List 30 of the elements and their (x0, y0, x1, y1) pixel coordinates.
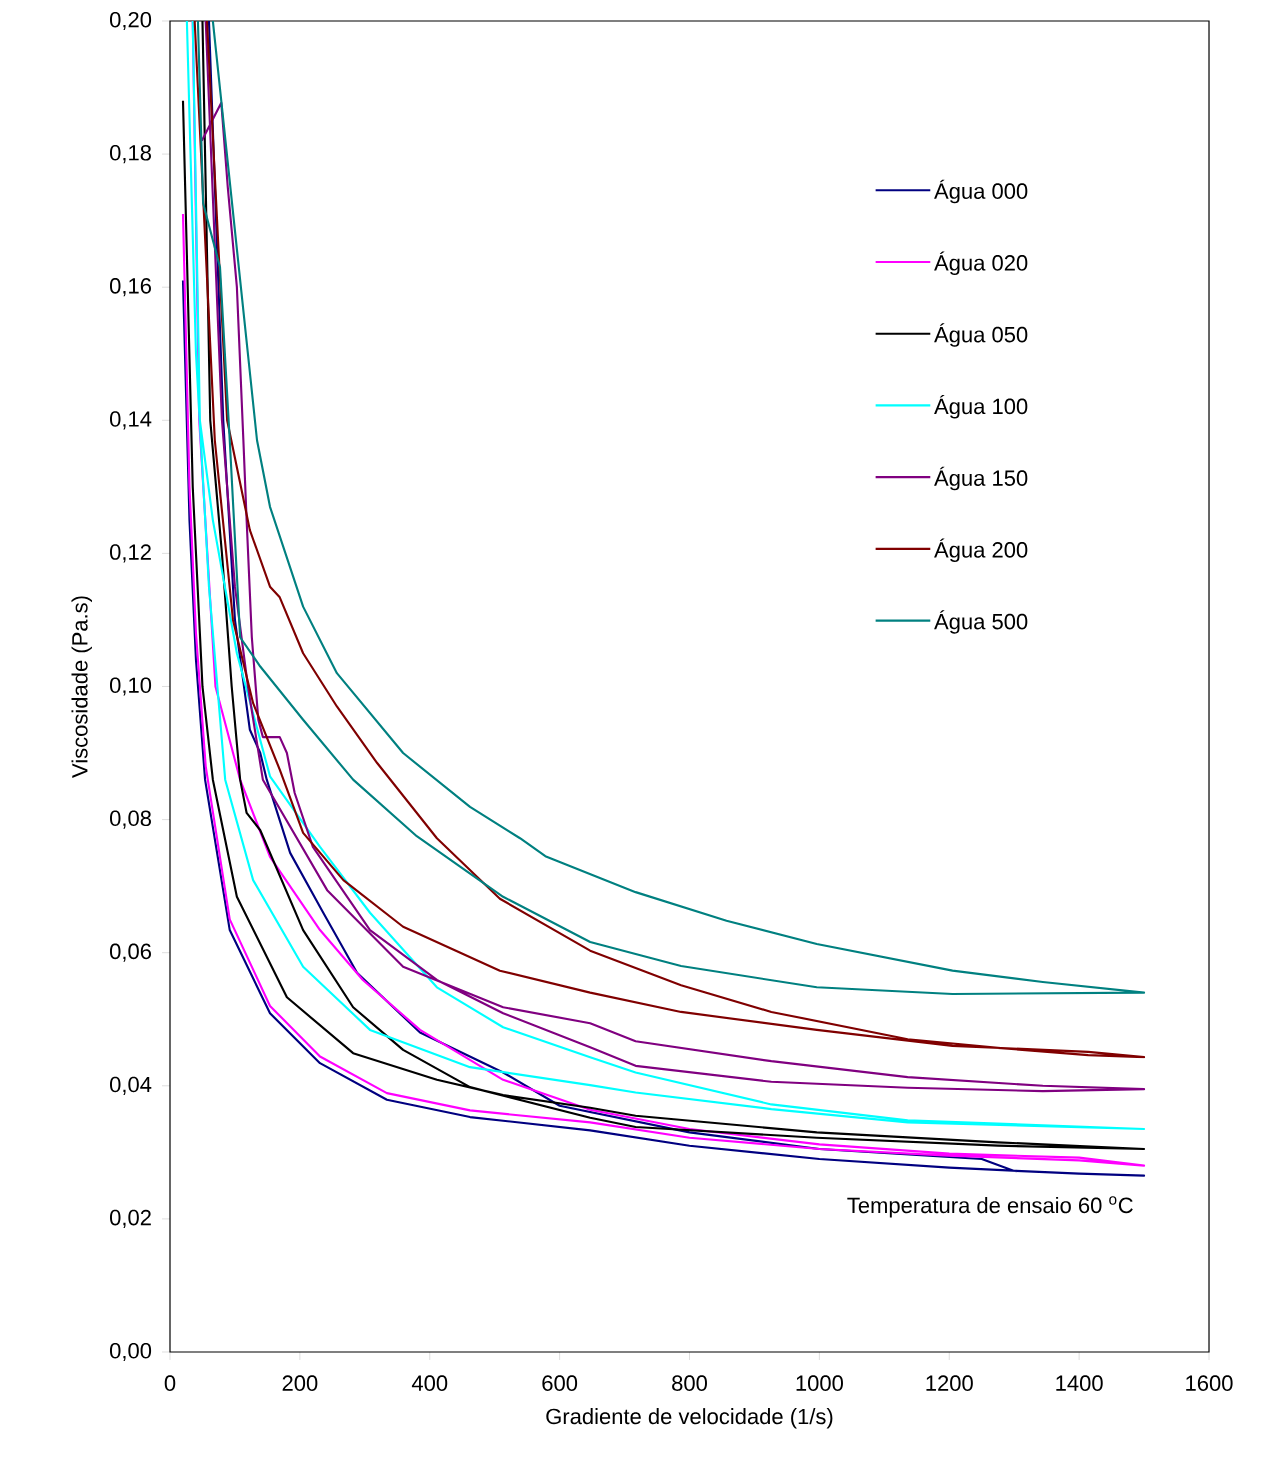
x-tick-label: 600 (542, 1375, 578, 1391)
y-tick-label: 0,12 (109, 544, 151, 563)
legend-label: Água 000 (934, 179, 1028, 204)
legend-label: Água 150 (934, 466, 1028, 491)
x-tick-label: 0 (164, 1375, 176, 1391)
legend-label: Água 020 (934, 251, 1028, 276)
x-tick-label: 200 (282, 1375, 318, 1391)
legend-label: Água 200 (934, 538, 1028, 563)
y-tick-label: 0,14 (109, 411, 152, 430)
y-tick-label: 0,04 (109, 1076, 152, 1095)
y-tick-label: 0,16 (109, 278, 151, 297)
y-tick-label: 0,02 (109, 1209, 151, 1228)
x-tick-label: 800 (672, 1375, 707, 1391)
legend-label: Água 100 (934, 394, 1028, 419)
y-tick-label: 0,10 (109, 677, 152, 696)
x-tick-label: 1400 (1056, 1375, 1103, 1391)
y-axis-title: Viscosidade (Pa.s) (71, 596, 92, 778)
y-tick-label: 0,20 (109, 11, 152, 31)
y-tick-label: 0,06 (109, 943, 151, 962)
x-tick-label: 1000 (796, 1375, 843, 1391)
x-tick-label: 1600 (1186, 1375, 1233, 1391)
y-tick-label: 0,00 (109, 1342, 152, 1362)
x-axis-title: Gradiente de velocidade (1/s) (546, 1408, 833, 1429)
legend-label: Água 500 (934, 610, 1028, 634)
annotation: Temperatura de ensaio 60 $^{o}$C (847, 1196, 1133, 1218)
x-tick-label: 1200 (926, 1375, 973, 1391)
legend-label: Água 050 (934, 323, 1028, 347)
x-tick-label: 400 (411, 1375, 448, 1391)
y-tick-label: 0,18 (109, 144, 151, 164)
y-tick-label: 0,08 (109, 810, 151, 829)
